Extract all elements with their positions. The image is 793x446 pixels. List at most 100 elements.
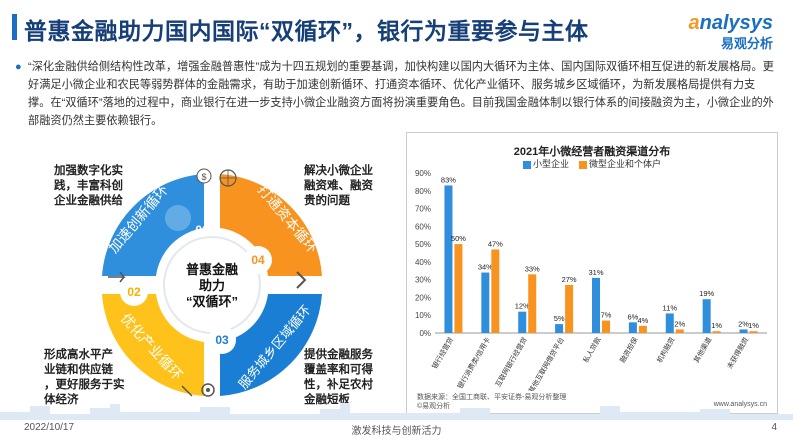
- footer-slogan: 激发科技与创新活力: [351, 426, 442, 437]
- intro-paragraph: ● “深化金融供给侧结构性改革，增强金融普惠性”成为十四五规划的重要基调，加快构…: [15, 58, 776, 130]
- data-label: 27%: [562, 275, 577, 284]
- data-label: 19%: [699, 289, 714, 298]
- center-line-3: “双循环”: [186, 294, 238, 309]
- bar-small: [628, 322, 637, 333]
- data-label: 1%: [711, 321, 722, 330]
- data-label: 4%: [637, 316, 648, 325]
- page-number: 4: [771, 422, 777, 433]
- center-line-1: 普惠金融: [186, 262, 238, 277]
- data-label: 47%: [488, 239, 503, 248]
- bar-small: [481, 272, 490, 333]
- y-tick-label: 70%: [415, 205, 431, 214]
- segment-03: [220, 294, 322, 396]
- data-label: 11%: [663, 303, 678, 312]
- y-tick-label: 40%: [415, 258, 431, 267]
- ring-svg: $ 01 04 02 03 加速创新循环 打通资本循环 优化产业循环 服务城乡区…: [102, 168, 322, 397]
- chart-title: 2021年小微经营者融资渠道分布: [513, 146, 671, 158]
- segment-04: [220, 174, 322, 276]
- chart-panel: 2021年小微经营者融资渠道分布 小型企业 微型企业和个体户 0% 10% 20% 3…: [406, 132, 778, 414]
- segment-num-01: 01: [195, 223, 209, 237]
- data-label: 1%: [748, 321, 759, 330]
- analysys-logo: analysys 易观分析: [688, 12, 773, 52]
- skyline-decoration: [0, 403, 793, 420]
- chevron-icon: [296, 271, 307, 289]
- x-tick-label: 私人贷款: [581, 336, 603, 365]
- desc-02: 形成高水平产 业链和供应链 ，更好服务于实 体经济: [44, 349, 125, 406]
- data-label: 33%: [525, 264, 540, 273]
- svg-text:$: $: [201, 172, 206, 182]
- y-tick-label: 20%: [415, 293, 431, 302]
- segment-num-02: 02: [127, 285, 141, 299]
- legend-swatch-small: [523, 160, 531, 169]
- y-tick-label: 10%: [415, 311, 431, 320]
- bar-micro: [749, 331, 758, 333]
- data-label: 12%: [515, 302, 530, 311]
- logo-english: analysys: [688, 12, 773, 34]
- data-label: 50%: [451, 234, 466, 243]
- bar-small: [444, 185, 453, 333]
- bar-small: [702, 299, 711, 333]
- legend-swatch-micro: [579, 160, 588, 169]
- y-tick-label: 60%: [415, 222, 431, 231]
- desc-03: 提供金融服务 覆盖率和可得 性，补足农村 金融短板: [304, 349, 373, 406]
- segment-02: [102, 294, 204, 396]
- x-tick-label: 银行经营贷: [430, 336, 455, 371]
- data-label: 2%: [674, 319, 685, 328]
- page-title: 普惠金融助力国内国际“双循环”，银行为重要参与主体: [24, 18, 589, 44]
- y-tick-label: 80%: [415, 187, 431, 196]
- bar-small: [592, 277, 600, 333]
- bar-micro: [528, 274, 537, 333]
- desc-01: 加强数字化实 践，丰富科创 企业金融供给: [54, 165, 123, 207]
- x-tick-label: 互联网银行经营贷: [493, 336, 529, 389]
- arrow-icon: [108, 271, 126, 283]
- y-tick-label: 50%: [415, 240, 431, 249]
- center-line-2: 助力: [199, 278, 225, 293]
- data-label: 31%: [588, 268, 603, 277]
- segment-num-03: 03: [215, 333, 229, 347]
- data-label: 6%: [627, 312, 638, 321]
- hand-coin-icon: $: [196, 168, 212, 184]
- bullet-icon: ●: [15, 61, 22, 73]
- bar-small: [555, 324, 564, 333]
- bar-micro: [491, 249, 500, 333]
- bar-micro: [454, 244, 463, 333]
- tools-icon: [181, 385, 193, 397]
- x-tick-label: 未获得融资: [725, 336, 750, 371]
- dual-circulation-diagram: $ 01 04 02 03 加速创新循环 打通资本循环 优化产业循环 服务城乡区…: [22, 150, 402, 420]
- bar-micro: [712, 331, 721, 333]
- x-tick-label: 机构融资: [655, 336, 677, 365]
- chart-site: www.analysys.cn: [713, 401, 767, 408]
- segment-01: [102, 174, 204, 276]
- logo-chinese: 易观分析: [720, 36, 773, 51]
- data-label: 83%: [441, 175, 456, 184]
- title-accent-bar: [12, 14, 17, 40]
- data-label: 2%: [738, 319, 749, 328]
- x-tick-label: 银行消费类/信用卡: [455, 336, 492, 391]
- globe-icon: [219, 169, 237, 187]
- bar-small: [665, 313, 674, 333]
- bar-micro: [675, 329, 684, 333]
- bar-small: [739, 329, 748, 333]
- y-tick-label: 90%: [415, 169, 431, 178]
- y-tick-label: 30%: [415, 276, 431, 285]
- chart-legend: 小型企业 微型企业和个体户: [523, 157, 661, 170]
- legend-label-small: 小型企业: [533, 159, 570, 169]
- x-tick-label: 其他渠道: [692, 336, 714, 365]
- x-tick-label: 其他互联网借贷平台: [527, 336, 566, 392]
- gear-icon: [201, 383, 215, 397]
- legend-label-micro: 微型企业和个体户: [589, 159, 662, 169]
- y-tick-label: 0%: [419, 329, 431, 338]
- x-tick-label: 融资担保: [618, 336, 640, 365]
- chart-source: 数据来源：全国工商联、平安证券-易观分析整理 ©易观分析: [417, 394, 567, 410]
- data-label: 34%: [478, 263, 493, 272]
- data-label: 5%: [554, 314, 565, 323]
- desc-04: 解决小微企业 融资难、融资 贵的问题: [304, 165, 373, 207]
- bar-small: [518, 311, 527, 333]
- bar-micro: [565, 285, 574, 333]
- segment-num-04: 04: [251, 253, 265, 267]
- chart-svg: 0% 10% 20% 30% 40% 50% 60% 70% 80% 90% 83% 50% 银行经营贷…: [415, 169, 767, 392]
- bar-micro: [602, 320, 610, 333]
- bar-micro: [638, 325, 647, 333]
- data-label: 7%: [601, 311, 612, 320]
- footer-date: 2022/10/17: [24, 422, 75, 433]
